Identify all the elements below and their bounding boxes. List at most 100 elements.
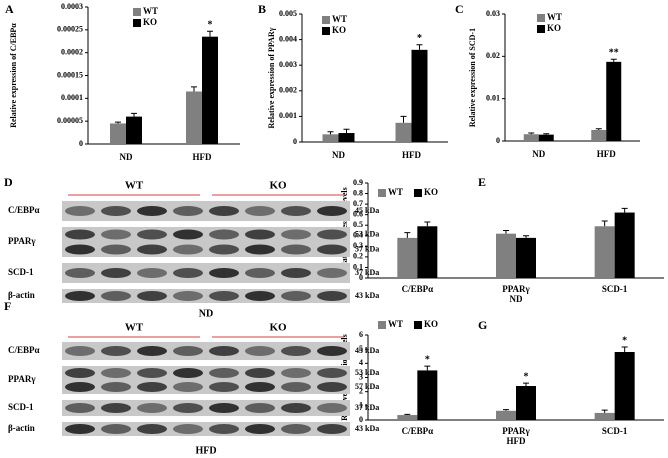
x-tick-label: HFD: [402, 150, 421, 160]
row-label: β-actin: [8, 423, 35, 433]
y-tick-label: 0.00005: [57, 116, 83, 125]
blot-band: [317, 368, 347, 378]
panel-label: D: [4, 175, 13, 189]
blot-band: [245, 424, 275, 434]
size-label: 45 kDa: [355, 206, 379, 215]
blot-band: [137, 403, 167, 413]
bar: [496, 233, 516, 278]
error-bar: [621, 346, 628, 352]
x-tick-label: SCD-1: [602, 284, 628, 294]
blot-band: [173, 382, 203, 392]
blot-band: [173, 244, 203, 255]
blot-band: [209, 206, 239, 216]
x-tick-label: PPARγ: [502, 426, 530, 436]
significance-label: *: [425, 354, 430, 365]
x-tick-label: ND: [332, 150, 345, 160]
blot-band: [209, 368, 239, 378]
legend-label: KO: [332, 25, 346, 35]
error-bar: [595, 128, 602, 130]
blot-strip: [62, 201, 350, 221]
legend-label: WT: [547, 12, 562, 22]
y-tick-label: 0.00015: [57, 70, 83, 79]
y-axis-label: Relative expression of SCD-1: [468, 28, 477, 127]
blot-band: [317, 424, 347, 434]
error-bar: [327, 131, 334, 135]
blot-band: [281, 244, 311, 255]
y-tick-label: 0.4: [353, 231, 363, 240]
error-bar: [523, 235, 529, 238]
y-tick-label: 0: [293, 137, 297, 146]
group-label: KO: [269, 322, 287, 334]
blot-band: [317, 268, 347, 278]
panel-label: G: [478, 318, 487, 332]
bar: [411, 49, 428, 143]
significance-label: *: [622, 335, 627, 346]
bar: [516, 386, 536, 420]
blot-band: [137, 291, 167, 301]
legend-label: WT: [388, 187, 403, 197]
y-tick-label: 0: [496, 136, 500, 145]
error-bar: [207, 30, 213, 37]
blot-band: [245, 268, 275, 278]
legend-swatch: [537, 14, 545, 22]
error-bar: [400, 115, 407, 123]
blot-band: [173, 424, 203, 434]
y-tick-label: 0.0002: [61, 47, 83, 56]
error-bar: [424, 221, 431, 227]
y-tick-label: 4: [359, 358, 363, 367]
blot-band: [209, 346, 239, 356]
blot-band: [137, 368, 167, 378]
blot-band: [101, 229, 131, 240]
condition-label: HFD: [195, 445, 216, 456]
legend-label: WT: [143, 6, 158, 16]
blot-strip: [62, 289, 350, 303]
blot-band: [173, 291, 203, 301]
blot-band: [137, 424, 167, 434]
significance-label: *: [524, 371, 529, 382]
row-label: β-actin: [8, 290, 35, 300]
legend-label: KO: [547, 23, 561, 33]
y-tick-label: 0.2: [353, 252, 363, 261]
row-label: PPARγ: [8, 236, 36, 246]
y-tick-label: 2: [359, 386, 363, 395]
blot-band: [245, 368, 275, 378]
bar: [594, 412, 615, 420]
row-label: C/EBPα: [8, 345, 40, 355]
size-label: 53 kDa: [355, 368, 379, 377]
size-label: 43 kDa: [355, 291, 379, 300]
error-bar: [503, 230, 509, 234]
y-tick-label: 0.001: [279, 111, 297, 120]
blot-strip: [62, 263, 350, 283]
x-axis-label: ND: [510, 294, 523, 304]
x-tick-label: SCD-1: [602, 426, 628, 436]
blot-strip: [62, 422, 350, 436]
size-label: 53 kDa: [355, 229, 379, 238]
x-axis-label: HFD: [507, 436, 526, 446]
size-label: 37 kDa: [355, 268, 379, 277]
blot-band: [137, 206, 167, 216]
error-bar: [404, 232, 411, 238]
error-bar: [115, 121, 121, 124]
legend-label: WT: [388, 319, 403, 329]
error-bar: [416, 44, 423, 50]
legend-swatch: [322, 16, 330, 24]
blot-band: [281, 346, 311, 356]
blot-band: [173, 229, 203, 240]
blot-band: [65, 403, 95, 413]
blot-band: [65, 268, 95, 278]
blot-band: [317, 291, 347, 301]
error-bar: [191, 86, 197, 92]
blot-band: [101, 268, 131, 278]
bar: [186, 91, 202, 144]
blot-band: [245, 382, 275, 392]
error-bar: [543, 133, 550, 135]
blot-band: [317, 229, 347, 240]
row-label: PPARγ: [8, 374, 36, 384]
y-tick-label: 0.5: [353, 220, 363, 229]
row-label: SCD-1: [8, 402, 34, 412]
y-tick-label: 0.0001: [61, 93, 83, 102]
blot-band: [65, 206, 95, 216]
size-label: 43 kDa: [355, 424, 379, 433]
y-tick-label: 0.9: [353, 178, 363, 187]
error-bar: [601, 220, 608, 227]
